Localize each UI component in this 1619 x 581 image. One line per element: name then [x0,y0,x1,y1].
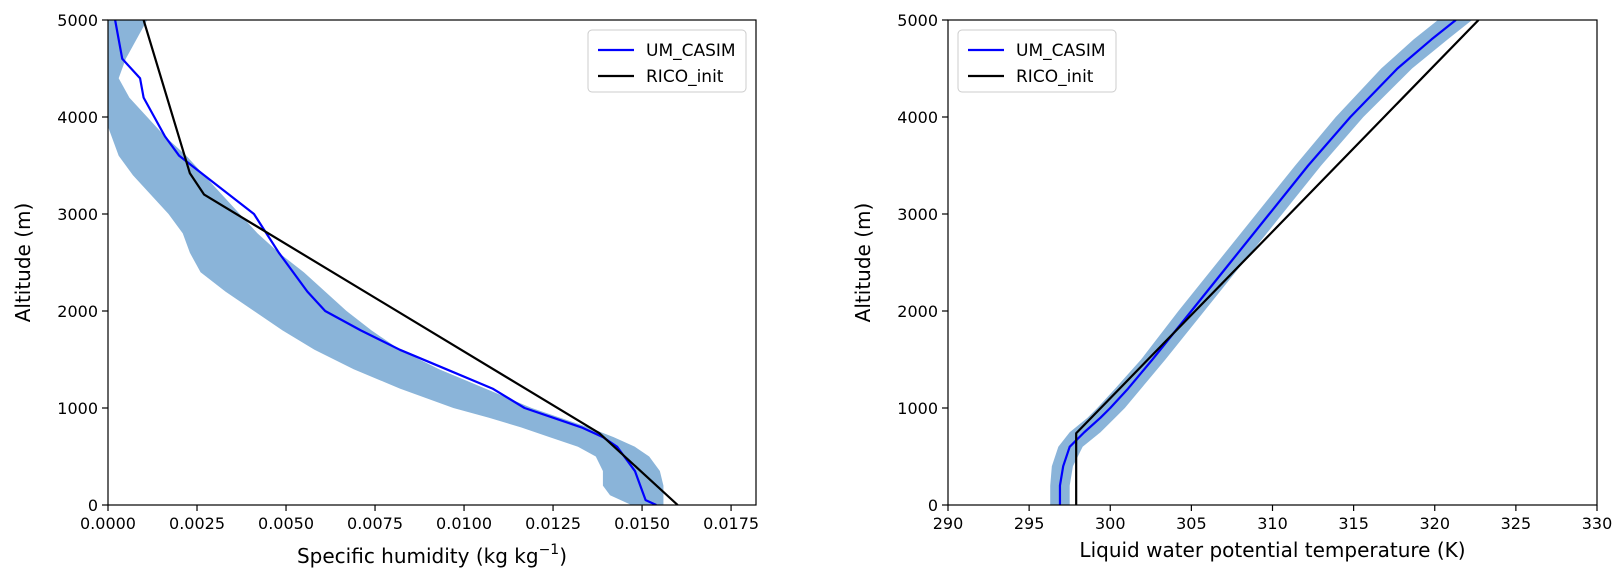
x-label-units: (kg kg [476,544,539,568]
humidity-axes-frame [107,19,757,506]
humidity-series-rico-init [142,20,679,505]
humidity-x-tick-label: 0.0125 [525,514,581,533]
temperature-series-rico-init [1075,20,1480,505]
temperature-axes-frame [947,19,1598,506]
humidity-x-axis-label: Specific humidity (kg kg−1) [297,542,567,568]
temperature-y-tick-label: 0 [928,496,938,515]
temperature-x-axis-label: Liquid water potential temperature (K) [1079,538,1465,562]
humidity-x-tick-label: 0.0000 [80,514,136,533]
temperature-y-tick-label: 1000 [897,399,938,418]
humidity-y-tick-label: 5000 [57,11,98,30]
humidity-x-tick-label: 0.0025 [169,514,225,533]
temperature-series-um-casim [1058,20,1457,505]
temperature-y-tick-label: 3000 [897,205,938,224]
temperature-x-tick-label: 295 [1014,514,1045,533]
x-label-exponent: −1 [539,542,560,558]
humidity-x-tick-label: 0.0100 [436,514,492,533]
humidity-y-axis-label: Altitude (m) [11,203,35,323]
temperature-y-axis-label: Altitude (m) [851,203,875,323]
temperature-x-tick-label: 300 [1095,514,1126,533]
temperature-x-tick-label: 315 [1338,514,1369,533]
humidity-y-tick-label: 1000 [57,399,98,418]
temperature-panel: 290 295 300 305 310 315 320 325 330 0 1000 2000 3000… [851,11,1612,562]
temperature-y-tick-label: 5000 [897,11,938,30]
humidity-panel: 0.0000 0.0025 0.0050 0.0075 0.0100 0.0125 0.01… [11,11,759,568]
temperature-x-tick-label: 325 [1501,514,1532,533]
temperature-x-tick-label: 305 [1176,514,1207,533]
humidity-x-tick-label: 0.0050 [258,514,314,533]
humidity-y-tick-label: 4000 [57,108,98,127]
temperature-plot-area [1050,20,1480,505]
temperature-y-tick-label: 2000 [897,302,938,321]
humidity-legend-label-rico-init: RICO_init [646,67,724,87]
humidity-x-tick-label: 0.0150 [614,514,670,533]
humidity-x-tick-label: 0.0075 [347,514,403,533]
x-label-close: ) [559,544,567,568]
x-label-quantity: Specific humidity [297,544,476,568]
temperature-x-tick-label: 310 [1257,514,1288,533]
temperature-x-tick-label: 320 [1419,514,1450,533]
temperature-legend-label-um-casim: UM_CASIM [1016,41,1106,61]
humidity-y-tick-label: 3000 [57,205,98,224]
temperature-y-tick-label: 4000 [897,108,938,127]
humidity-spread-band [108,20,664,505]
temperature-x-tick-label: 290 [933,514,964,533]
humidity-plot-area [108,20,679,505]
humidity-x-tick-label: 0.0175 [703,514,759,533]
temperature-legend-label-rico-init: RICO_init [1016,67,1094,87]
humidity-y-tick-label: 2000 [57,302,98,321]
temperature-x-tick-label: 330 [1582,514,1613,533]
humidity-legend-label-um-casim: UM_CASIM [646,41,736,61]
humidity-y-tick-label: 0 [88,496,98,515]
